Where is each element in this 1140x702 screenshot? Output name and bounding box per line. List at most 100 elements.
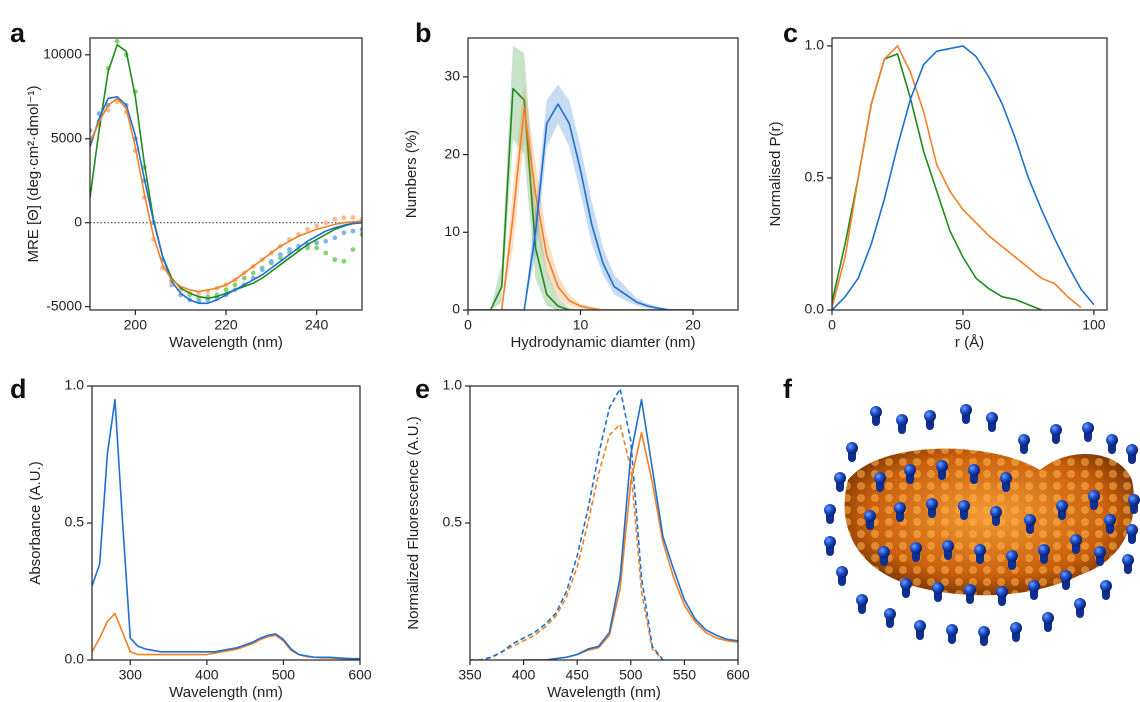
x-axis-label: Wavelength (nm) — [169, 684, 283, 701]
chart-panel: e 350 400 450 500 550 600 0.5 1.0 Wavelength (nm)… — [405, 374, 750, 701]
data-point — [250, 270, 256, 276]
x-tick-label: 400 — [195, 667, 219, 683]
axes-frame — [467, 37, 739, 311]
series-line — [92, 398, 360, 660]
data-point — [323, 220, 329, 226]
molecular-render — [824, 404, 1140, 642]
x-tick-label: 240 — [305, 317, 329, 333]
x-tick-label: 400 — [512, 667, 536, 683]
y-tick-label: 1.0 — [65, 377, 85, 393]
data-point — [341, 215, 347, 221]
y-axis-label: Normalised P(r) — [767, 121, 784, 226]
x-tick-label: 200 — [124, 317, 148, 333]
data-point — [332, 235, 338, 241]
data-point — [350, 215, 356, 221]
data-point — [332, 216, 338, 222]
y-tick-label: 20 — [444, 145, 460, 161]
x-tick-label: 600 — [726, 667, 750, 683]
data-point — [314, 223, 320, 229]
data-point — [305, 245, 310, 251]
x-tick-label: 300 — [119, 667, 143, 683]
data-point — [350, 228, 356, 234]
x-axis-label: r (Å) — [955, 334, 984, 351]
series-line — [90, 43, 362, 300]
data-point — [114, 38, 120, 44]
series-line — [468, 87, 693, 310]
series-line — [468, 103, 693, 310]
y-tick-label: 0.0 — [65, 651, 85, 667]
y-tick-label: 30 — [444, 68, 460, 84]
y-tick-label: 0 — [452, 301, 460, 317]
series-line — [832, 53, 1042, 310]
plot-area — [470, 387, 738, 660]
y-axis-label: Normalized Fluorescence (A.U.) — [405, 416, 422, 629]
data-point — [278, 252, 283, 257]
y-tick-label: 0.5 — [65, 514, 85, 530]
series-line — [523, 398, 738, 660]
series-line — [90, 97, 362, 293]
panel-letter: a — [10, 18, 26, 48]
data-point — [287, 247, 292, 252]
chart-panel: b 0 10 20 0 10 20 30 Hydrodynamic diamter (nm) Nu… — [403, 18, 739, 351]
y-tick-label: -5000 — [46, 297, 82, 313]
series-line — [832, 45, 1082, 308]
panel-letter: d — [10, 374, 27, 404]
y-tick-label: 10000 — [43, 45, 82, 61]
data-point — [341, 258, 347, 264]
plot-area — [90, 38, 362, 305]
x-tick-label: 550 — [673, 667, 697, 683]
series-line — [470, 423, 664, 660]
axes-frame — [831, 37, 1108, 311]
data-point — [241, 275, 247, 281]
data-point — [323, 238, 329, 244]
series-line — [90, 95, 362, 305]
y-tick-label: 1.0 — [805, 37, 825, 53]
data-point — [323, 250, 329, 256]
series-line — [468, 107, 693, 310]
data-point — [268, 258, 274, 264]
panel-letter: e — [415, 374, 430, 404]
data-point — [259, 267, 265, 273]
data-point — [350, 247, 356, 252]
x-tick-label: 100 — [1082, 317, 1106, 333]
x-axis-label: Wavelength (nm) — [169, 334, 283, 351]
y-tick-label: 5000 — [51, 129, 82, 145]
y-axis-label: MRE [Θ] (deg·cm²·dmol⁻¹) — [25, 85, 42, 262]
data-point — [314, 240, 320, 246]
chart-panel: d 300 400 500 600 0.0 0.5 1.0 Wavelength (nm) Abs… — [10, 374, 372, 701]
x-tick-label: 20 — [685, 317, 701, 333]
y-tick-label: 0.5 — [805, 169, 825, 185]
x-tick-label: 500 — [619, 667, 643, 683]
x-tick-label: 0 — [464, 317, 472, 333]
axes-frame — [469, 385, 739, 661]
series-line — [92, 612, 360, 660]
data-point — [341, 230, 347, 236]
data-point — [232, 282, 238, 288]
y-axis-label: Numbers (%) — [403, 130, 420, 218]
y-tick-label: 0.5 — [443, 514, 463, 530]
x-tick-label: 500 — [272, 667, 296, 683]
y-tick-label: 0 — [74, 213, 82, 229]
panel-letter: c — [783, 18, 798, 48]
series-line — [832, 45, 1095, 310]
chart-panel: c 0 50 100 0.0 0.5 1.0 r (Å) Normalised P(r) — [767, 18, 1108, 351]
chart-panel: a 200 220 240 -5000 0 5000 10000 Wavelength (nm)… — [10, 18, 363, 351]
x-tick-label: 10 — [573, 317, 589, 333]
panel-letter: b — [415, 18, 432, 48]
y-tick-label: 1.0 — [443, 377, 463, 393]
series-line — [470, 387, 664, 660]
x-tick-label: 220 — [214, 317, 238, 333]
y-tick-label: 0.0 — [805, 301, 825, 317]
plot-area — [468, 45, 693, 310]
plot-area — [92, 398, 360, 660]
data-point — [314, 245, 320, 251]
panel-letter: f — [783, 374, 793, 404]
error-band — [468, 84, 693, 310]
data-point — [332, 257, 338, 263]
plot-area — [832, 45, 1095, 310]
data-point — [305, 227, 310, 232]
axes-frame — [89, 37, 363, 311]
axes-frame — [91, 385, 361, 661]
x-tick-label: 600 — [348, 667, 372, 683]
